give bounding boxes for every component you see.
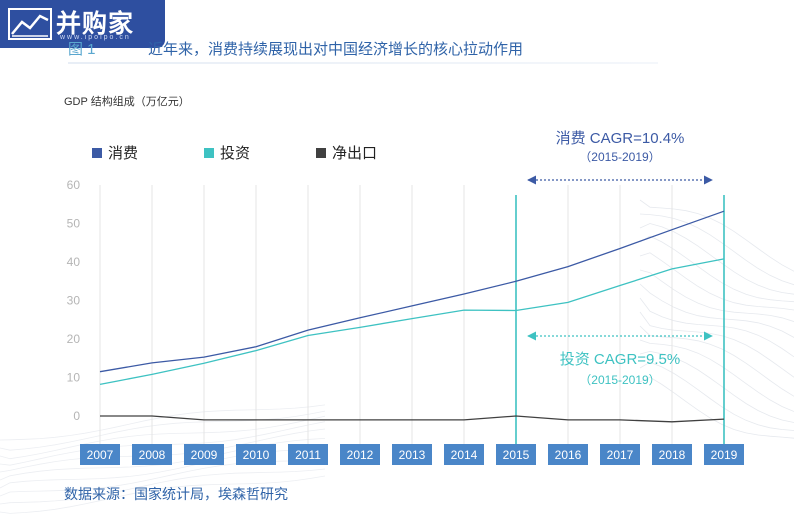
y-tick-0: 0 <box>73 409 80 423</box>
series-line-0 <box>99 210 725 373</box>
x-tick-2007: 2007 <box>87 448 114 462</box>
decor-line <box>0 404 326 441</box>
year-box-2013 <box>392 444 432 465</box>
y-tick-40: 40 <box>67 255 81 269</box>
background-decoration <box>0 199 794 514</box>
watermark-name: 并购家 <box>56 10 135 38</box>
decor-line <box>0 475 326 514</box>
watermark-url: www.ipoipo.cn <box>60 34 131 41</box>
decor-line <box>639 350 794 423</box>
watermark-logo: 并购家 www.ipoipo.cn <box>0 0 165 48</box>
decor-line <box>639 297 794 358</box>
y-tick-20: 20 <box>67 332 81 346</box>
legend-label-2: 净出口 <box>332 145 377 162</box>
legend-swatch-2 <box>316 148 326 158</box>
series-lines <box>99 210 725 423</box>
x-tick-2014: 2014 <box>451 448 478 462</box>
x-tick-2013: 2013 <box>399 448 426 462</box>
cagr-period-1: （2015-2019） <box>579 373 660 387</box>
year-box-2017 <box>600 444 640 465</box>
decor-line <box>639 252 794 311</box>
decor-line <box>0 415 326 460</box>
chart-title: 近年来，消费持续展现出对中国经济增长的核心拉动作用 <box>148 41 524 58</box>
decor-line <box>639 269 794 322</box>
decor-line <box>639 283 794 338</box>
decor-line <box>639 339 794 412</box>
decor-line <box>639 213 794 286</box>
x-tick-2019: 2019 <box>711 448 738 462</box>
legend-label-0: 消费 <box>108 145 138 162</box>
data-source: 数据来源：国家统计局，埃森哲研究 <box>64 486 288 502</box>
x-tick-2008: 2008 <box>139 448 166 462</box>
series-line-1 <box>99 258 725 386</box>
x-tick-2018: 2018 <box>659 448 686 462</box>
y-tick-50: 50 <box>67 217 81 231</box>
year-box-2014 <box>444 444 484 465</box>
legend-swatch-1 <box>204 148 214 158</box>
year-box-2019 <box>704 444 744 465</box>
x-tick-2015: 2015 <box>503 448 530 462</box>
cagr-label-0: 消费 CAGR=10.4% <box>556 130 685 147</box>
y-tick-60: 60 <box>67 178 81 192</box>
year-box-2011 <box>288 444 328 465</box>
x-tick-2012: 2012 <box>347 448 374 462</box>
year-box-2007 <box>80 444 120 465</box>
decor-line <box>639 223 794 295</box>
x-tick-2011: 2011 <box>295 448 321 462</box>
year-box-2016 <box>548 444 588 465</box>
decor-line <box>639 376 794 439</box>
decor-line <box>639 311 794 378</box>
cagr-label-1: 投资 CAGR=9.5% <box>560 351 680 368</box>
decor-line <box>639 235 794 303</box>
year-box-2010 <box>236 444 276 465</box>
year-box-2009 <box>184 444 224 465</box>
x-axis-year-labels: 2007 2008 2009 2010 2011 2012 2013 2014 2015 2016… <box>80 444 744 465</box>
chart-legend: 消费 投资 净出口 <box>92 145 377 162</box>
year-box-2015 <box>496 444 536 465</box>
legend-swatch-0 <box>92 148 102 158</box>
y-axis-ticks: 0 10 20 30 40 50 60 <box>67 178 81 423</box>
chart-grid <box>99 185 725 445</box>
year-box-2018 <box>652 444 692 465</box>
logo-chart-icon <box>8 8 52 40</box>
x-tick-2009: 2009 <box>191 448 218 462</box>
title-divider <box>68 62 658 64</box>
cagr-annotations: 消费 CAGR=10.4% （2015-2019） 投资 CAGR=9.5% （201… <box>527 130 713 387</box>
decor-line <box>0 468 326 505</box>
figure-tag: 图 1 <box>68 41 96 58</box>
y-tick-30: 30 <box>67 294 81 308</box>
series-line-2 <box>100 415 725 423</box>
x-tick-2016: 2016 <box>555 448 582 462</box>
legend-label-1: 投资 <box>220 145 250 162</box>
y-tick-10: 10 <box>67 371 81 385</box>
cagr-period-0: （2015-2019） <box>579 150 660 164</box>
decor-line <box>639 199 794 272</box>
year-box-2008 <box>132 444 172 465</box>
year-box-2012 <box>340 444 380 465</box>
x-tick-2010: 2010 <box>243 448 270 462</box>
y-axis-label: GDP 结构组成（万亿元） <box>64 96 190 108</box>
decor-line <box>639 361 794 431</box>
x-tick-2017: 2017 <box>607 448 634 462</box>
